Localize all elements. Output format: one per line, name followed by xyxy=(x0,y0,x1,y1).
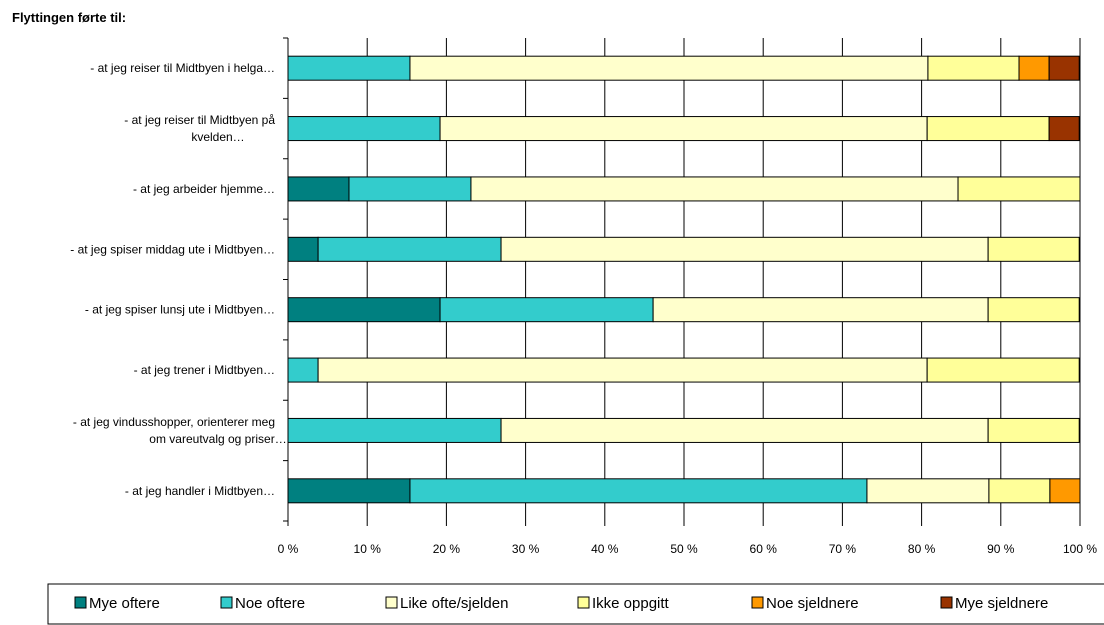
bar-segment xyxy=(287,357,319,383)
category-label: - at jeg trener i Midtbyen… xyxy=(134,363,275,377)
bar-segment xyxy=(988,478,1051,504)
bar-segment xyxy=(287,176,350,202)
bar-segment xyxy=(287,55,411,81)
bar-segment xyxy=(287,478,411,504)
bar-segment xyxy=(866,478,990,504)
bar-segment xyxy=(1048,116,1080,142)
x-tick-label: 80 % xyxy=(908,542,936,556)
tick-labels: 0 % 10 % 20 % 30 % 40 % 50 % 60 % 70 % 80 % 90 % 1… xyxy=(278,542,1098,556)
bar-segment xyxy=(287,236,319,262)
category-label-line: - at jeg arbeider hjemme… xyxy=(133,182,275,196)
x-tick-label: 90 % xyxy=(987,542,1015,556)
x-tick-label: 0 % xyxy=(278,542,299,556)
category-label-line: - at jeg trener i Midtbyen… xyxy=(134,363,275,377)
category-label-line: - at jeg handler i Midtbyen… xyxy=(125,484,275,498)
bar-segment xyxy=(926,116,1050,142)
bar-segment xyxy=(987,236,1080,262)
bar-segment xyxy=(1018,55,1050,81)
bars-layer xyxy=(287,55,1081,504)
legend-label: Ikke oppgitt xyxy=(592,595,670,612)
category-label: - at jeg spiser middag ute i Midtbyen… xyxy=(70,242,275,256)
x-tick-label: 10 % xyxy=(354,542,382,556)
legend-label: Noe sjeldnere xyxy=(766,595,859,612)
x-tick-label: 70 % xyxy=(829,542,857,556)
category-label-line: - at jeg spiser lunsj ute i Midtbyen… xyxy=(85,303,275,317)
category-label-line: om vareutvalg og priser… xyxy=(149,432,286,446)
legend-swatch xyxy=(385,596,398,609)
x-tick-label: 40 % xyxy=(591,542,619,556)
bar-segment xyxy=(348,176,472,202)
bar-segment xyxy=(957,176,1081,202)
legend-label: Mye sjeldnere xyxy=(955,595,1048,612)
legend-swatch xyxy=(577,596,590,609)
bar-segment xyxy=(439,116,928,142)
x-tick-label: 60 % xyxy=(750,542,778,556)
bar-segment xyxy=(1049,478,1081,504)
chart-title: Flyttingen førte til: xyxy=(12,10,126,25)
bar-segment xyxy=(927,55,1020,81)
category-label-line: - at jeg reiser til Midtbyen i helga… xyxy=(90,61,275,75)
category-label-line: kvelden… xyxy=(191,130,244,144)
bar-segment xyxy=(987,297,1080,323)
legend-swatch xyxy=(940,596,953,609)
legend-label: Noe oftere xyxy=(235,595,305,612)
legend-swatch xyxy=(74,596,87,609)
legend-swatch xyxy=(751,596,764,609)
category-label: - at jeg reiser til Midtbyen på kvelden… xyxy=(124,113,275,144)
bar-segment xyxy=(500,236,989,262)
category-label-line: - at jeg vindusshopper, orienterer meg xyxy=(73,415,275,429)
legend-label: Like ofte/sjelden xyxy=(400,595,508,612)
x-tick-label: 30 % xyxy=(512,542,540,556)
category-label-line: - at jeg spiser middag ute i Midtbyen… xyxy=(70,242,275,256)
category-label: - at jeg reiser til Midtbyen i helga… xyxy=(90,61,275,75)
legend-label: Mye oftere xyxy=(89,595,160,612)
grid-layer xyxy=(366,38,1081,521)
category-label-line: - at jeg reiser til Midtbyen på xyxy=(124,113,275,127)
bar-segment xyxy=(409,478,868,504)
axis-layer xyxy=(283,37,1081,526)
bar-segment xyxy=(439,297,654,323)
bar-segment xyxy=(500,417,989,443)
bar-segment xyxy=(987,417,1080,443)
bar-segment xyxy=(287,116,441,142)
category-label: - at jeg arbeider hjemme… xyxy=(133,182,275,196)
category-label: - at jeg vindusshopper, orienterer meg om… xyxy=(73,415,287,446)
bar-segment xyxy=(287,297,441,323)
bar-segment xyxy=(1048,55,1080,81)
bar-segment xyxy=(409,55,929,81)
bar-segment xyxy=(926,357,1080,383)
category-label: - at jeg handler i Midtbyen… xyxy=(125,484,275,498)
category-label: - at jeg spiser lunsj ute i Midtbyen… xyxy=(85,303,275,317)
x-tick-label: 20 % xyxy=(433,542,461,556)
x-tick-label: 50 % xyxy=(670,542,698,556)
bar-segment xyxy=(317,357,928,383)
bar-segment xyxy=(470,176,959,202)
category-labels: - at jeg reiser til Midtbyen i helga… - a… xyxy=(70,61,286,498)
bar-segment xyxy=(287,417,502,443)
x-tick-label: 100 % xyxy=(1063,542,1097,556)
legend-swatch xyxy=(220,596,233,609)
bar-segment xyxy=(317,236,502,262)
bar-segment xyxy=(652,297,989,323)
legend: Mye oftere Noe oftere Like ofte/sjelden Ikk… xyxy=(47,583,1104,625)
